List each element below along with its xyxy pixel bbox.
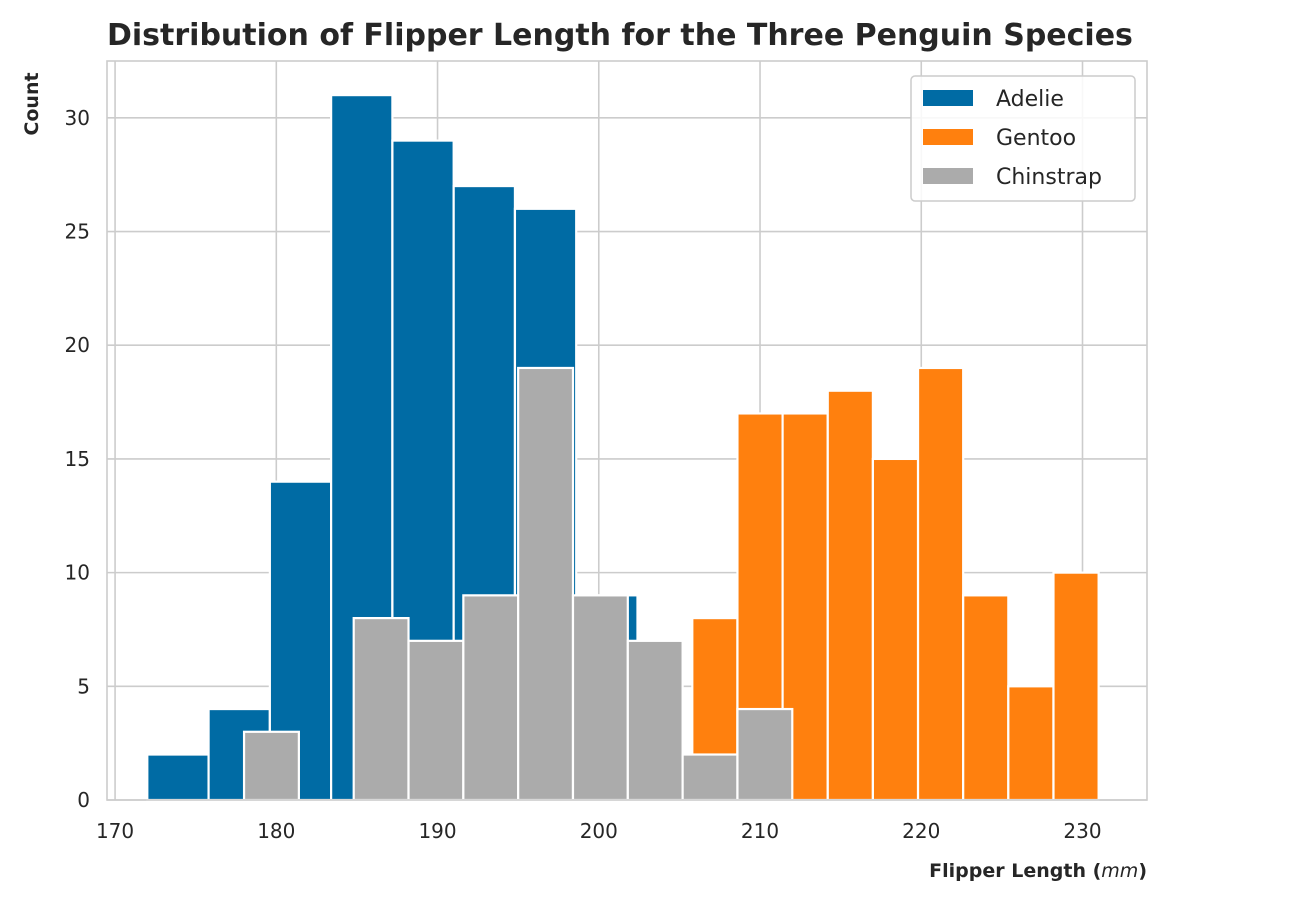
y-tick-label: 10 xyxy=(65,561,90,585)
x-tick-label: 200 xyxy=(580,819,618,843)
bar-gentoo xyxy=(1052,571,1100,802)
chart-title: Distribution of Flipper Length for the T… xyxy=(107,18,1133,53)
legend-swatch-gentoo xyxy=(923,129,973,145)
legend-swatch-chinstrap xyxy=(923,168,973,184)
y-tick-label: 20 xyxy=(65,333,90,357)
x-axis-ticks: 170 180 190 200 210 220 230 xyxy=(96,819,1102,843)
legend: Adelie Gentoo Chinstrap xyxy=(910,75,1136,202)
x-tick-label: 170 xyxy=(96,819,134,843)
bar-gentoo xyxy=(1007,685,1055,802)
x-tick-label: 180 xyxy=(257,819,295,843)
bar-chinstrap xyxy=(407,639,465,802)
bar-gentoo xyxy=(916,366,965,802)
bar-chinstrap xyxy=(462,594,520,802)
bar-chinstrap xyxy=(242,730,300,802)
bar-adelie xyxy=(146,753,210,802)
y-tick-label: 5 xyxy=(77,674,90,698)
x-tick-label: 220 xyxy=(902,819,940,843)
series-chinstrap xyxy=(242,366,794,802)
series-gentoo xyxy=(646,366,1100,802)
bar-chinstrap xyxy=(736,707,794,802)
bar-gentoo xyxy=(871,457,920,802)
legend-label-adelie: Adelie xyxy=(996,87,1064,112)
plot-frame xyxy=(106,60,1148,801)
x-axis-label: Flipper Length (mm) xyxy=(929,860,1147,882)
x-axis-label-main: Flipper Length ( xyxy=(929,860,1101,882)
y-axis-label: Count xyxy=(21,72,43,135)
bars xyxy=(146,94,1100,802)
bar-chinstrap xyxy=(571,594,629,802)
x-tick-label: 190 xyxy=(418,819,456,843)
bar-chinstrap xyxy=(352,616,410,802)
bar-chinstrap xyxy=(626,639,684,802)
legend-swatch-adelie xyxy=(923,90,973,106)
bar-gentoo xyxy=(826,389,874,802)
x-axis-label-unit: mm xyxy=(1101,860,1138,882)
x-axis-label-close: ) xyxy=(1138,860,1147,882)
legend-label-gentoo: Gentoo xyxy=(996,126,1076,151)
x-tick-label: 230 xyxy=(1063,819,1101,843)
y-tick-label: 25 xyxy=(65,220,90,244)
bar-chinstrap xyxy=(517,366,575,802)
bar-chinstrap xyxy=(681,753,739,802)
y-tick-label: 30 xyxy=(65,106,90,130)
y-tick-label: 15 xyxy=(65,447,90,471)
bar-gentoo xyxy=(962,594,1010,802)
y-axis-ticks: 0 5 10 15 20 25 30 xyxy=(65,106,90,812)
x-tick-label: 210 xyxy=(741,819,779,843)
y-tick-label: 0 xyxy=(77,788,90,812)
legend-label-chinstrap: Chinstrap xyxy=(996,165,1102,190)
